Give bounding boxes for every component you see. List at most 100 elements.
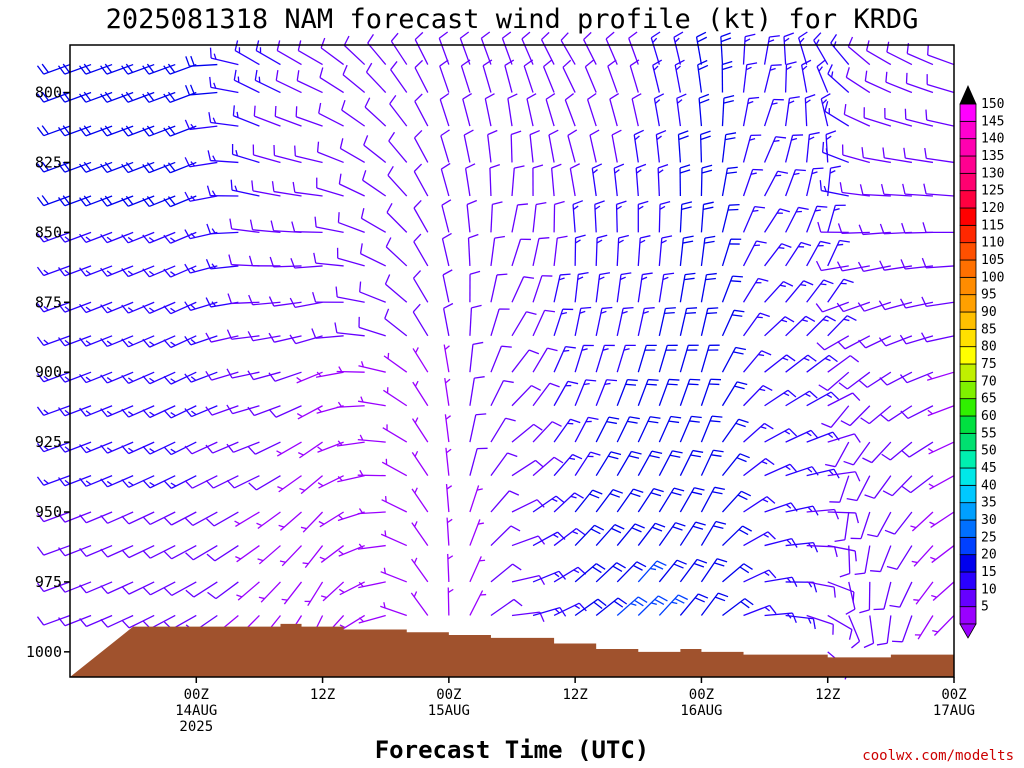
- wind-barb: [594, 200, 605, 233]
- wind-barb: [801, 59, 812, 93]
- colorbar-label: 110: [981, 236, 1004, 251]
- wind-barb: [806, 354, 838, 373]
- wind-barb: [234, 40, 260, 66]
- wind-barb: [560, 32, 576, 65]
- wind-barb: [553, 345, 576, 373]
- wind-barb: [827, 315, 857, 337]
- wind-barb: [336, 401, 365, 408]
- colorbar-swatch: [959, 467, 977, 486]
- wind-barb: [930, 545, 955, 564]
- colorbar-label: 60: [981, 409, 997, 424]
- wind-barb: [511, 384, 541, 407]
- wind-barb: [553, 418, 581, 443]
- wind-barb: [798, 31, 808, 65]
- wind-barb: [389, 95, 408, 127]
- colorbar-swatch: [959, 450, 977, 469]
- y-tick-label: 850: [35, 223, 62, 241]
- wind-barb: [572, 200, 584, 233]
- colorbar-swatch: [959, 311, 977, 330]
- wind-barb: [383, 352, 408, 373]
- plot-frame: [69, 44, 955, 678]
- wind-barb: [319, 545, 345, 563]
- colorbar-over-arrow: [959, 85, 977, 105]
- wind-barb: [532, 309, 556, 337]
- wind-barb: [318, 511, 344, 528]
- wind-barb: [827, 165, 841, 197]
- wind-barb: [100, 475, 134, 488]
- wind-barb: [228, 254, 260, 267]
- wind-barb: [121, 371, 155, 384]
- wind-barbs: [36, 31, 955, 680]
- wind-barb: [700, 201, 714, 233]
- wind-barb: [121, 301, 155, 314]
- wind-barb: [532, 531, 566, 547]
- wind-barb: [511, 535, 546, 547]
- wind-barb: [274, 105, 302, 127]
- wind-barb: [721, 60, 733, 93]
- wind-barb: [532, 456, 564, 477]
- wind-barb: [315, 371, 344, 378]
- wind-barb: [439, 92, 450, 127]
- wind-barb: [358, 361, 386, 373]
- wind-barb: [631, 93, 642, 127]
- wind-barb: [658, 344, 678, 373]
- wind-barb: [100, 161, 134, 174]
- wind-barb: [881, 441, 913, 461]
- wind-barb: [637, 200, 649, 233]
- wind-barb: [784, 134, 804, 163]
- colorbar-swatch: [959, 294, 977, 313]
- wind-barb: [843, 103, 871, 127]
- wind-barb: [142, 231, 176, 244]
- wind-barb: [36, 544, 71, 556]
- wind-barb: [79, 195, 113, 207]
- wind-barb: [679, 272, 696, 303]
- wind-barb: [467, 233, 479, 266]
- wind-barb: [824, 101, 850, 127]
- wind-barb: [142, 265, 176, 278]
- wind-barb: [336, 247, 365, 267]
- wind-barb: [258, 581, 281, 603]
- wind-barb: [679, 449, 704, 476]
- colorbar-swatch: [959, 554, 977, 573]
- wind-barb: [884, 108, 913, 127]
- wind-barb: [827, 471, 861, 482]
- wind-barb: [806, 315, 836, 337]
- wind-barb: [270, 220, 302, 234]
- colorbar-swatch: [959, 415, 977, 434]
- wind-barb: [616, 523, 645, 546]
- wind-barb: [163, 405, 197, 419]
- wind-barb: [925, 109, 955, 127]
- wind-barb: [818, 371, 850, 392]
- wind-barb: [595, 451, 622, 476]
- wind-barb: [490, 345, 512, 373]
- wind-barb: [357, 508, 386, 515]
- wind-barb: [721, 238, 742, 267]
- wind-barb: [382, 424, 408, 443]
- wind-barb: [357, 434, 386, 443]
- colorbar-swatch: [959, 536, 977, 556]
- wind-barb: [595, 597, 628, 616]
- wind-barb: [742, 240, 767, 267]
- wind-barb: [827, 204, 846, 233]
- y-tick-label: 925: [35, 433, 62, 451]
- wind-barb: [100, 91, 134, 103]
- wind-barb: [637, 487, 664, 513]
- wind-barb: [721, 418, 749, 443]
- wind-barb: [469, 485, 483, 513]
- wind-barb: [254, 69, 281, 94]
- wind-barb: [864, 475, 892, 499]
- credit-text[interactable]: coolwx.com/modelts: [862, 748, 1014, 764]
- wind-barb: [742, 62, 758, 93]
- wind-barb: [679, 415, 702, 443]
- wind-barb: [858, 224, 891, 236]
- wind-barb: [142, 91, 176, 103]
- wind-barb: [905, 72, 934, 94]
- wind-barb: [721, 309, 745, 337]
- wind-barb: [184, 475, 218, 489]
- wind-barb: [268, 296, 302, 307]
- colorbar-label: 40: [981, 478, 997, 493]
- wind-barb: [58, 544, 92, 557]
- wind-barb: [511, 238, 531, 267]
- wind-barb: [36, 265, 71, 277]
- wind-barb: [381, 458, 408, 477]
